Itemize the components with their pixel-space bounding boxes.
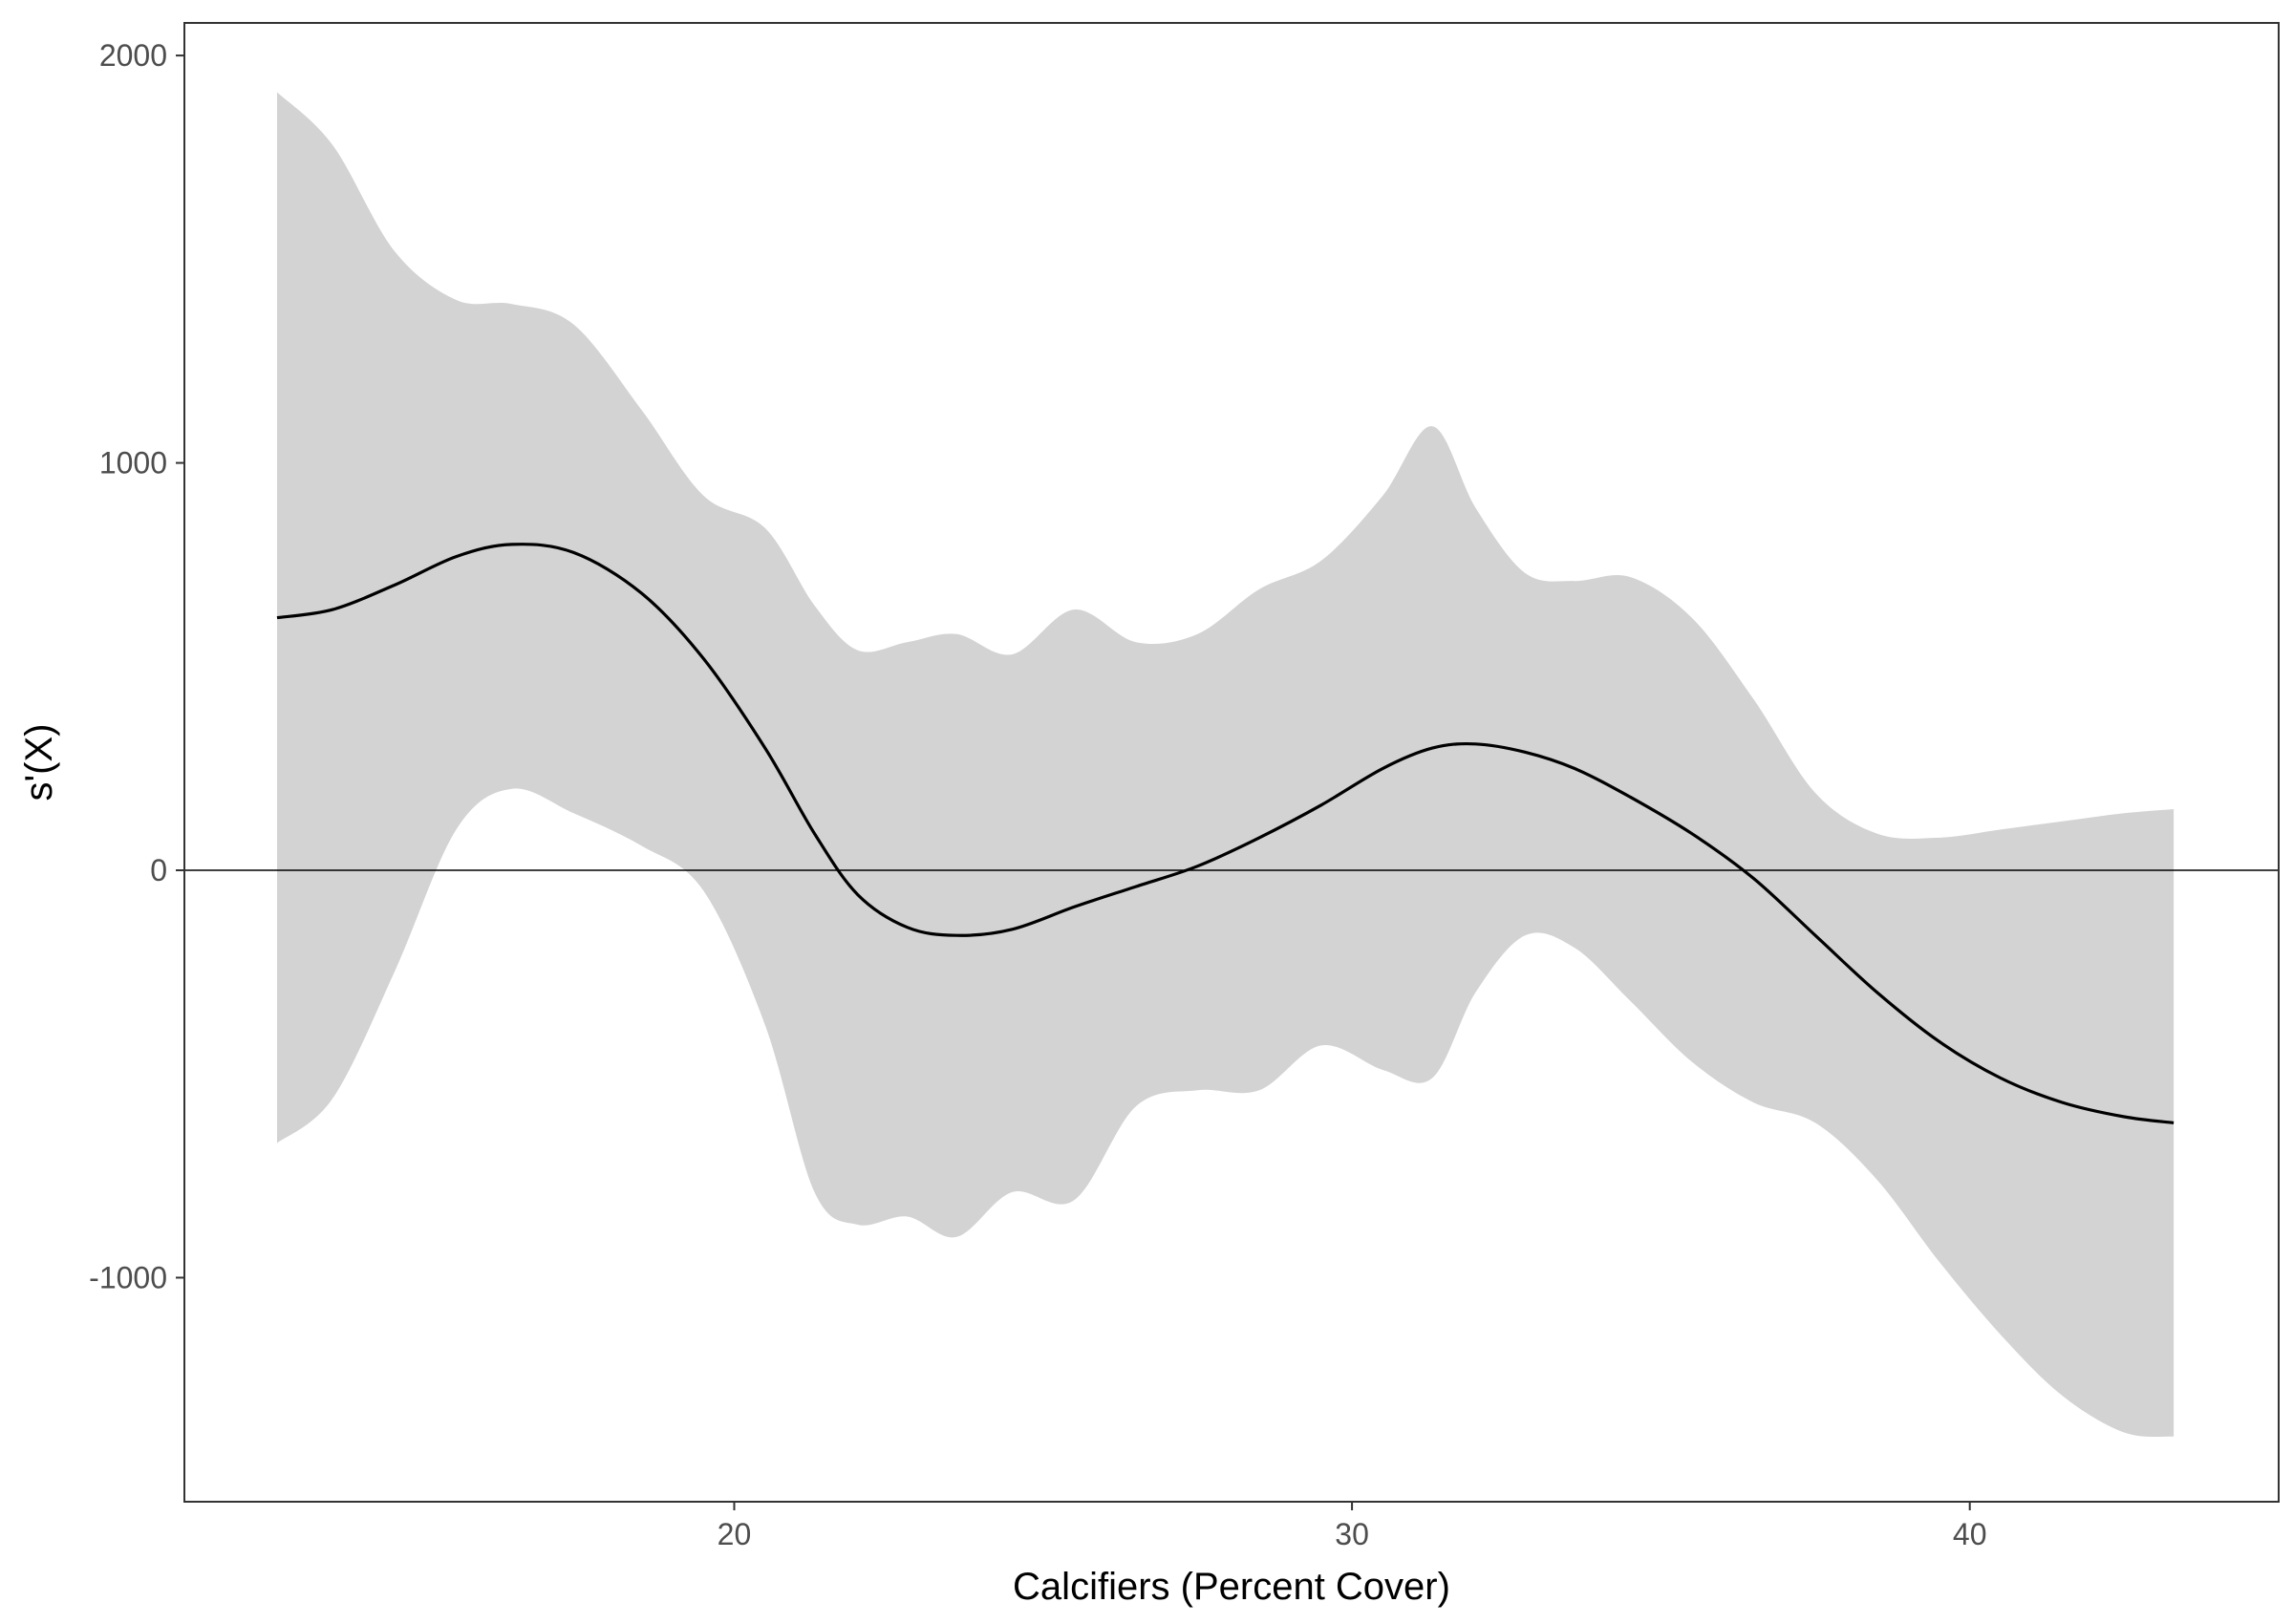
x-tick-label: 30 (1335, 1517, 1369, 1551)
confidence-band-0 (277, 92, 2175, 1438)
x-tick-label: 40 (1953, 1517, 1987, 1551)
y-axis-title: s'(X) (18, 724, 60, 801)
y-tick-label: 0 (150, 853, 167, 887)
y-tick-label: 1000 (99, 446, 167, 481)
derivative-line-layer (276, 543, 2175, 1124)
panel-border (183, 22, 2280, 1503)
confidence-band-layer (277, 92, 2175, 1438)
x-tick-label: 20 (718, 1517, 752, 1551)
axes-layer: 20 30 40 -1000 0 1000 2000 (89, 22, 2280, 1551)
y-tick-label: 2000 (99, 38, 167, 73)
x-axis-title: Calcifiers (Percent Cover) (1013, 1566, 1450, 1608)
y-tick-label: -1000 (89, 1260, 167, 1294)
derivative-line-0 (276, 543, 2175, 1124)
